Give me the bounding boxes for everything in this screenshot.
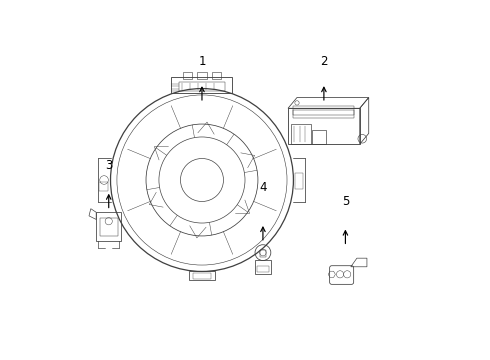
- Bar: [99, 182, 108, 191]
- Bar: [257, 266, 269, 273]
- Bar: [172, 77, 232, 93]
- Bar: [288, 108, 360, 144]
- Bar: [197, 72, 207, 79]
- Bar: [255, 260, 271, 274]
- Bar: [183, 72, 192, 79]
- Bar: [96, 212, 122, 241]
- Bar: [100, 218, 118, 235]
- Bar: [193, 273, 211, 279]
- Bar: [294, 107, 354, 116]
- Bar: [179, 82, 225, 91]
- Bar: [190, 271, 215, 280]
- Text: 1: 1: [198, 55, 206, 68]
- Bar: [212, 72, 221, 79]
- Text: 2: 2: [320, 55, 328, 68]
- Bar: [260, 250, 266, 257]
- Text: 5: 5: [342, 195, 349, 208]
- Bar: [294, 111, 354, 118]
- Bar: [295, 173, 303, 189]
- Bar: [313, 130, 326, 144]
- Text: 3: 3: [105, 159, 112, 172]
- Bar: [291, 125, 311, 144]
- Text: 4: 4: [259, 181, 267, 194]
